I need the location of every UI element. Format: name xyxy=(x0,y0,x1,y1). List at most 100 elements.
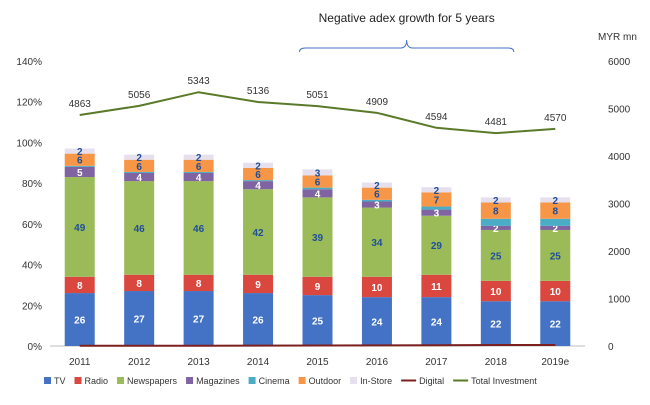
bar-segment-newspapers xyxy=(361,207,392,277)
data-label: 27 xyxy=(193,315,205,326)
data-label: 6 xyxy=(77,156,83,167)
bar-segment-cinema xyxy=(421,206,452,210)
bar-segment-outdoor xyxy=(243,167,274,181)
legend-label: Outdoor xyxy=(309,376,342,386)
bar-segment-tv xyxy=(421,297,452,346)
total-investment-label: 4481 xyxy=(485,117,508,128)
bar-segment-in-store xyxy=(302,169,333,176)
digital-line xyxy=(79,344,556,347)
data-label: 2 xyxy=(552,196,558,207)
annotation-text: Negative adex growth for 5 years xyxy=(319,11,495,25)
bar-segment-magazines xyxy=(421,209,452,216)
bar-segment-newspapers xyxy=(64,177,95,277)
data-label: 2 xyxy=(434,186,440,197)
bar-segment-in-store xyxy=(183,154,214,160)
bar-segment-magazines xyxy=(302,189,333,198)
bar-segment-newspapers xyxy=(421,215,452,275)
data-label: 7 xyxy=(434,195,440,206)
bar-stack-2014: 26 9 42 462 xyxy=(243,161,274,346)
y-right-tick-label: 3000 xyxy=(608,200,631,211)
legend-item-total-investment: Total Investment xyxy=(453,376,537,386)
bar-segment-cinema xyxy=(124,171,155,173)
data-label: 4 xyxy=(315,189,321,200)
y-left-tick-label: 80% xyxy=(22,179,42,190)
data-label: 3 xyxy=(434,209,440,220)
y-right-tick-label: 0 xyxy=(608,342,614,353)
bar-segment-radio xyxy=(64,276,95,294)
x-tick-label: 2012 xyxy=(128,357,151,368)
legend-label: Magazines xyxy=(196,376,240,386)
x-tick-label: 2015 xyxy=(306,357,329,368)
legend-swatch xyxy=(74,377,82,384)
total-investment-line xyxy=(79,91,556,135)
bar-segment-in-store xyxy=(124,154,155,160)
bar-segment-outdoor xyxy=(64,153,95,166)
data-label: 10 xyxy=(490,287,502,298)
bar-segment-in-store xyxy=(243,162,274,168)
bar-segment-radio xyxy=(361,276,392,298)
x-tick-label: 2017 xyxy=(425,357,448,368)
data-label: 25 xyxy=(312,317,324,328)
bar-segment-cinema xyxy=(302,187,333,190)
y-left-tick-label: 0% xyxy=(28,342,43,353)
legend-swatch xyxy=(248,377,256,384)
y-right-tick-label: 6000 xyxy=(608,57,631,68)
data-label: 2 xyxy=(77,147,83,158)
data-label: 27 xyxy=(134,315,146,326)
data-label: 25 xyxy=(550,251,562,262)
legend-item-newspapers: Newspapers xyxy=(117,376,178,386)
y-right-tick-label: 5000 xyxy=(608,105,631,116)
legend-swatch xyxy=(44,377,51,384)
data-label: 49 xyxy=(74,223,86,234)
data-label: 9 xyxy=(315,282,321,293)
bar-segment-newspapers xyxy=(183,181,214,275)
x-tick-label: 2013 xyxy=(187,357,210,368)
data-label: 8 xyxy=(493,207,499,218)
data-label: 6 xyxy=(196,162,202,173)
bar-segment-tv xyxy=(64,293,95,346)
legend-item-outdoor: Outdoor xyxy=(298,376,342,386)
data-label: 42 xyxy=(252,228,264,239)
data-label: 3 xyxy=(374,201,380,212)
y-left-tick-label: 60% xyxy=(22,220,42,231)
bar-segment-outdoor xyxy=(124,159,155,172)
legend-item-in-store: In-Store xyxy=(350,376,392,386)
bar-segment-newspapers xyxy=(302,197,333,277)
bar-segment-in-store xyxy=(361,182,392,188)
data-label: 5 xyxy=(77,168,83,179)
bar-segment-cinema xyxy=(540,218,571,226)
legend-swatch xyxy=(298,377,306,384)
data-label: 24 xyxy=(431,318,443,329)
total-investment-label: 5343 xyxy=(187,76,210,87)
total-investment-label: 4863 xyxy=(69,99,92,110)
bar-segment-radio xyxy=(302,276,333,296)
bar-stack-2017: 24 11 29 3 72 xyxy=(421,186,452,346)
data-label: 25 xyxy=(490,251,502,262)
data-label: 2 xyxy=(552,224,558,235)
data-label: 26 xyxy=(74,316,86,327)
total-investment-label: 5051 xyxy=(306,90,329,101)
y-right-tick-label: 1000 xyxy=(608,295,631,306)
bar-segment-tv xyxy=(540,301,571,346)
y-left-tick-label: 20% xyxy=(22,301,42,312)
total-investment-label: 5056 xyxy=(128,90,151,101)
bar-segment-tv xyxy=(302,295,333,346)
bar-segment-outdoor xyxy=(302,175,333,188)
bar-segment-newspapers xyxy=(243,189,274,275)
bar-segment-in-store xyxy=(480,197,511,203)
legend-item-digital: Digital xyxy=(401,376,444,386)
bar-segment-outdoor xyxy=(183,159,214,172)
data-label: 2 xyxy=(255,161,261,172)
data-label: 8 xyxy=(77,281,83,292)
bar-segment-magazines xyxy=(480,225,511,230)
data-label: 6 xyxy=(136,162,142,173)
bar-segment-outdoor xyxy=(540,202,571,219)
bar-segment-in-store xyxy=(421,187,452,193)
data-label: 2 xyxy=(493,224,499,235)
legend-item-cinema: Cinema xyxy=(248,376,290,386)
data-label: 8 xyxy=(136,279,142,290)
